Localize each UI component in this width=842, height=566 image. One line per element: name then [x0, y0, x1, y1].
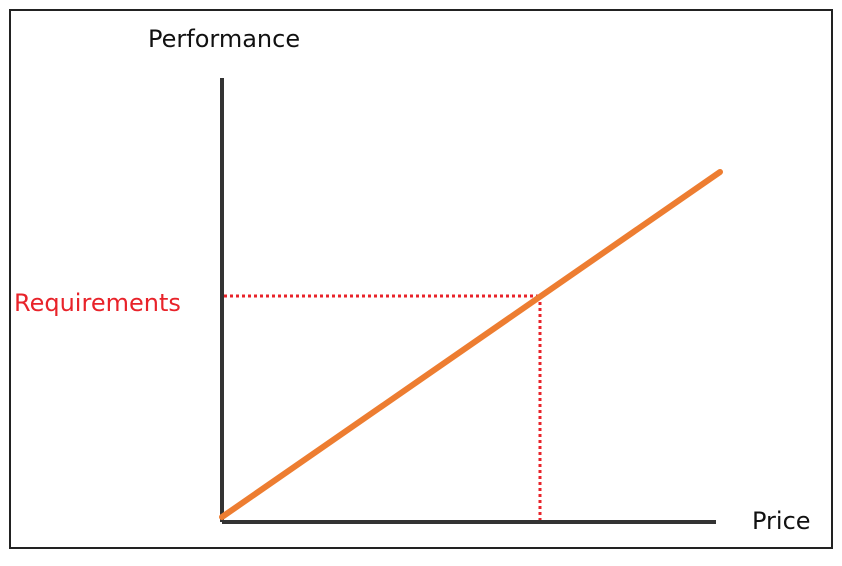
requirement-label: Requirements: [14, 289, 181, 317]
frame: [9, 9, 833, 549]
performance-price-line: [219, 169, 723, 520]
x-axis-label: Price: [752, 507, 811, 535]
y-axis-label: Performance: [148, 25, 300, 53]
